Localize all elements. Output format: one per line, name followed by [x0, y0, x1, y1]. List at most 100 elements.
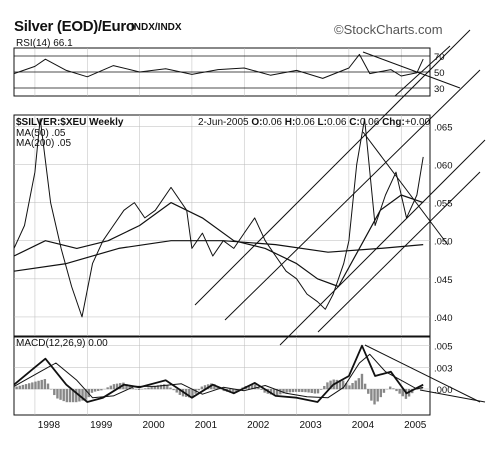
- macd-histogram-bar: [257, 386, 260, 390]
- macd-histogram-bar: [254, 384, 257, 390]
- macd-histogram-bar: [24, 384, 28, 390]
- change-value: +0.00: [404, 117, 431, 128]
- macd-histogram-bar: [166, 385, 169, 390]
- macd-histogram-bar: [172, 389, 175, 391]
- macd-histogram-bar: [65, 389, 69, 403]
- macd-histogram-bar: [169, 387, 172, 390]
- price-tick-label: .060: [434, 161, 453, 172]
- macd-histogram-bar: [335, 379, 339, 390]
- macd-histogram-bar: [395, 389, 398, 392]
- macd-histogram-bar: [56, 389, 59, 399]
- macd-histogram-bar: [156, 385, 160, 390]
- price-tick-label: .050: [434, 237, 453, 248]
- macd-histogram-bar: [367, 389, 370, 394]
- macd-tick-label: .005: [434, 342, 453, 353]
- macd-histogram-bar: [21, 384, 25, 390]
- price-tick-label: .040: [434, 313, 453, 324]
- macd-histogram-bar: [398, 389, 401, 394]
- x-tick-label: 2002: [247, 420, 270, 431]
- macd-histogram-bar: [213, 384, 216, 390]
- macd-histogram-bar: [376, 389, 379, 402]
- ohlc-readout: 2-Jun-2005 O:0.06 H:0.06 L:0.06 C:0.06 C…: [198, 117, 430, 128]
- macd-histogram-bar: [370, 389, 373, 401]
- chart-title: Silver (EOD)/Euro: [14, 18, 135, 35]
- macd-histogram-bar: [250, 384, 254, 390]
- trend-channel-line: [362, 131, 449, 246]
- macd-histogram-bar: [147, 387, 150, 390]
- macd-histogram-bar: [357, 378, 361, 390]
- macd-histogram-bar: [363, 383, 367, 390]
- macd-histogram-bar: [285, 389, 288, 393]
- macd-histogram-bar: [106, 387, 109, 390]
- macd-histogram-bar: [232, 389, 235, 394]
- -silver-xeu-series-line: [13, 118, 424, 318]
- stockcharts-logo: ©StockCharts.com: [334, 22, 443, 37]
- macd-histogram-bar: [53, 389, 56, 396]
- macd-series-line: [13, 344, 424, 403]
- x-tick-label: 2003: [299, 420, 322, 431]
- macd-histogram-bar: [247, 385, 251, 390]
- macd-histogram-bar: [263, 389, 266, 393]
- macd-histogram-bar: [75, 389, 78, 403]
- macd-histogram-bar: [178, 389, 182, 395]
- x-tick-label: 2004: [352, 420, 375, 431]
- macd-histogram-bar: [81, 389, 84, 401]
- macd-histogram-bar: [31, 382, 34, 390]
- macd-histogram-bar: [203, 385, 207, 390]
- macd-panel-frame: [13, 336, 431, 416]
- ma-200--series-line: [13, 240, 424, 272]
- macd-histogram-bar: [97, 389, 100, 391]
- x-tick-label: 1998: [38, 420, 61, 431]
- macd-histogram-bar: [360, 373, 364, 390]
- macd-histogram-bar: [162, 384, 166, 390]
- macd-histogram-bar: [175, 389, 178, 393]
- x-tick-label: 2001: [195, 420, 218, 431]
- macd-trend-line: [419, 389, 486, 403]
- macd-histogram-bar: [304, 389, 307, 393]
- x-tick-label: 2000: [142, 420, 165, 431]
- macd-histogram-bar: [282, 389, 285, 394]
- macd-histogram-bar: [316, 389, 320, 394]
- macd-histogram-bar: [46, 383, 50, 390]
- macd-histogram-bar: [354, 380, 357, 390]
- macd-histogram-bar: [153, 385, 156, 390]
- macd-histogram-bar: [59, 389, 62, 400]
- macd-histogram-bar: [301, 389, 304, 393]
- macd-tick-label: .003: [434, 363, 453, 374]
- trend-channel-line: [317, 171, 481, 333]
- macd-histogram-bar: [194, 389, 197, 394]
- macd-histogram-bar: [228, 389, 232, 393]
- macd-histogram-bar: [93, 389, 97, 392]
- trend-channel-line: [279, 139, 486, 346]
- macd-histogram-bar: [15, 386, 18, 390]
- macd-histogram-bar: [100, 389, 103, 391]
- close-label: C:: [349, 117, 360, 128]
- close-value: 0.06: [359, 117, 380, 128]
- rsi-trend-line: [394, 45, 451, 97]
- macd-histogram-bar: [90, 389, 94, 393]
- trend-channel-line: [224, 69, 481, 321]
- macd-tick-label: .000: [434, 385, 453, 396]
- macd-histogram-bar: [392, 388, 395, 390]
- rsi-tick-label: 30: [434, 84, 445, 95]
- macd-histogram-bar: [62, 389, 65, 402]
- macd-histogram-bar: [260, 389, 263, 390]
- macd-histogram-bar: [27, 383, 31, 390]
- macd-trend-line: [364, 344, 481, 403]
- x-tick-label: 2005: [404, 420, 427, 431]
- price-tick-label: .065: [434, 122, 453, 133]
- ma-50--series-line: [13, 194, 424, 288]
- macd-histogram-bar: [294, 389, 298, 392]
- macd-histogram-bar: [68, 389, 72, 403]
- macd-histogram-bar: [382, 389, 386, 393]
- rsi-tick-label: 70: [434, 52, 445, 63]
- macd-histogram-bar: [272, 389, 276, 396]
- macd-histogram-bar: [159, 384, 163, 390]
- exchange-label: INDX/INDX: [131, 22, 182, 33]
- signal-series-line: [13, 353, 424, 399]
- macd-histogram-bar: [137, 389, 141, 390]
- macd-histogram-bar: [288, 389, 291, 393]
- macd-histogram-bar: [401, 389, 404, 397]
- macd-histogram-bar: [144, 388, 147, 390]
- macd-histogram-bar: [112, 384, 116, 390]
